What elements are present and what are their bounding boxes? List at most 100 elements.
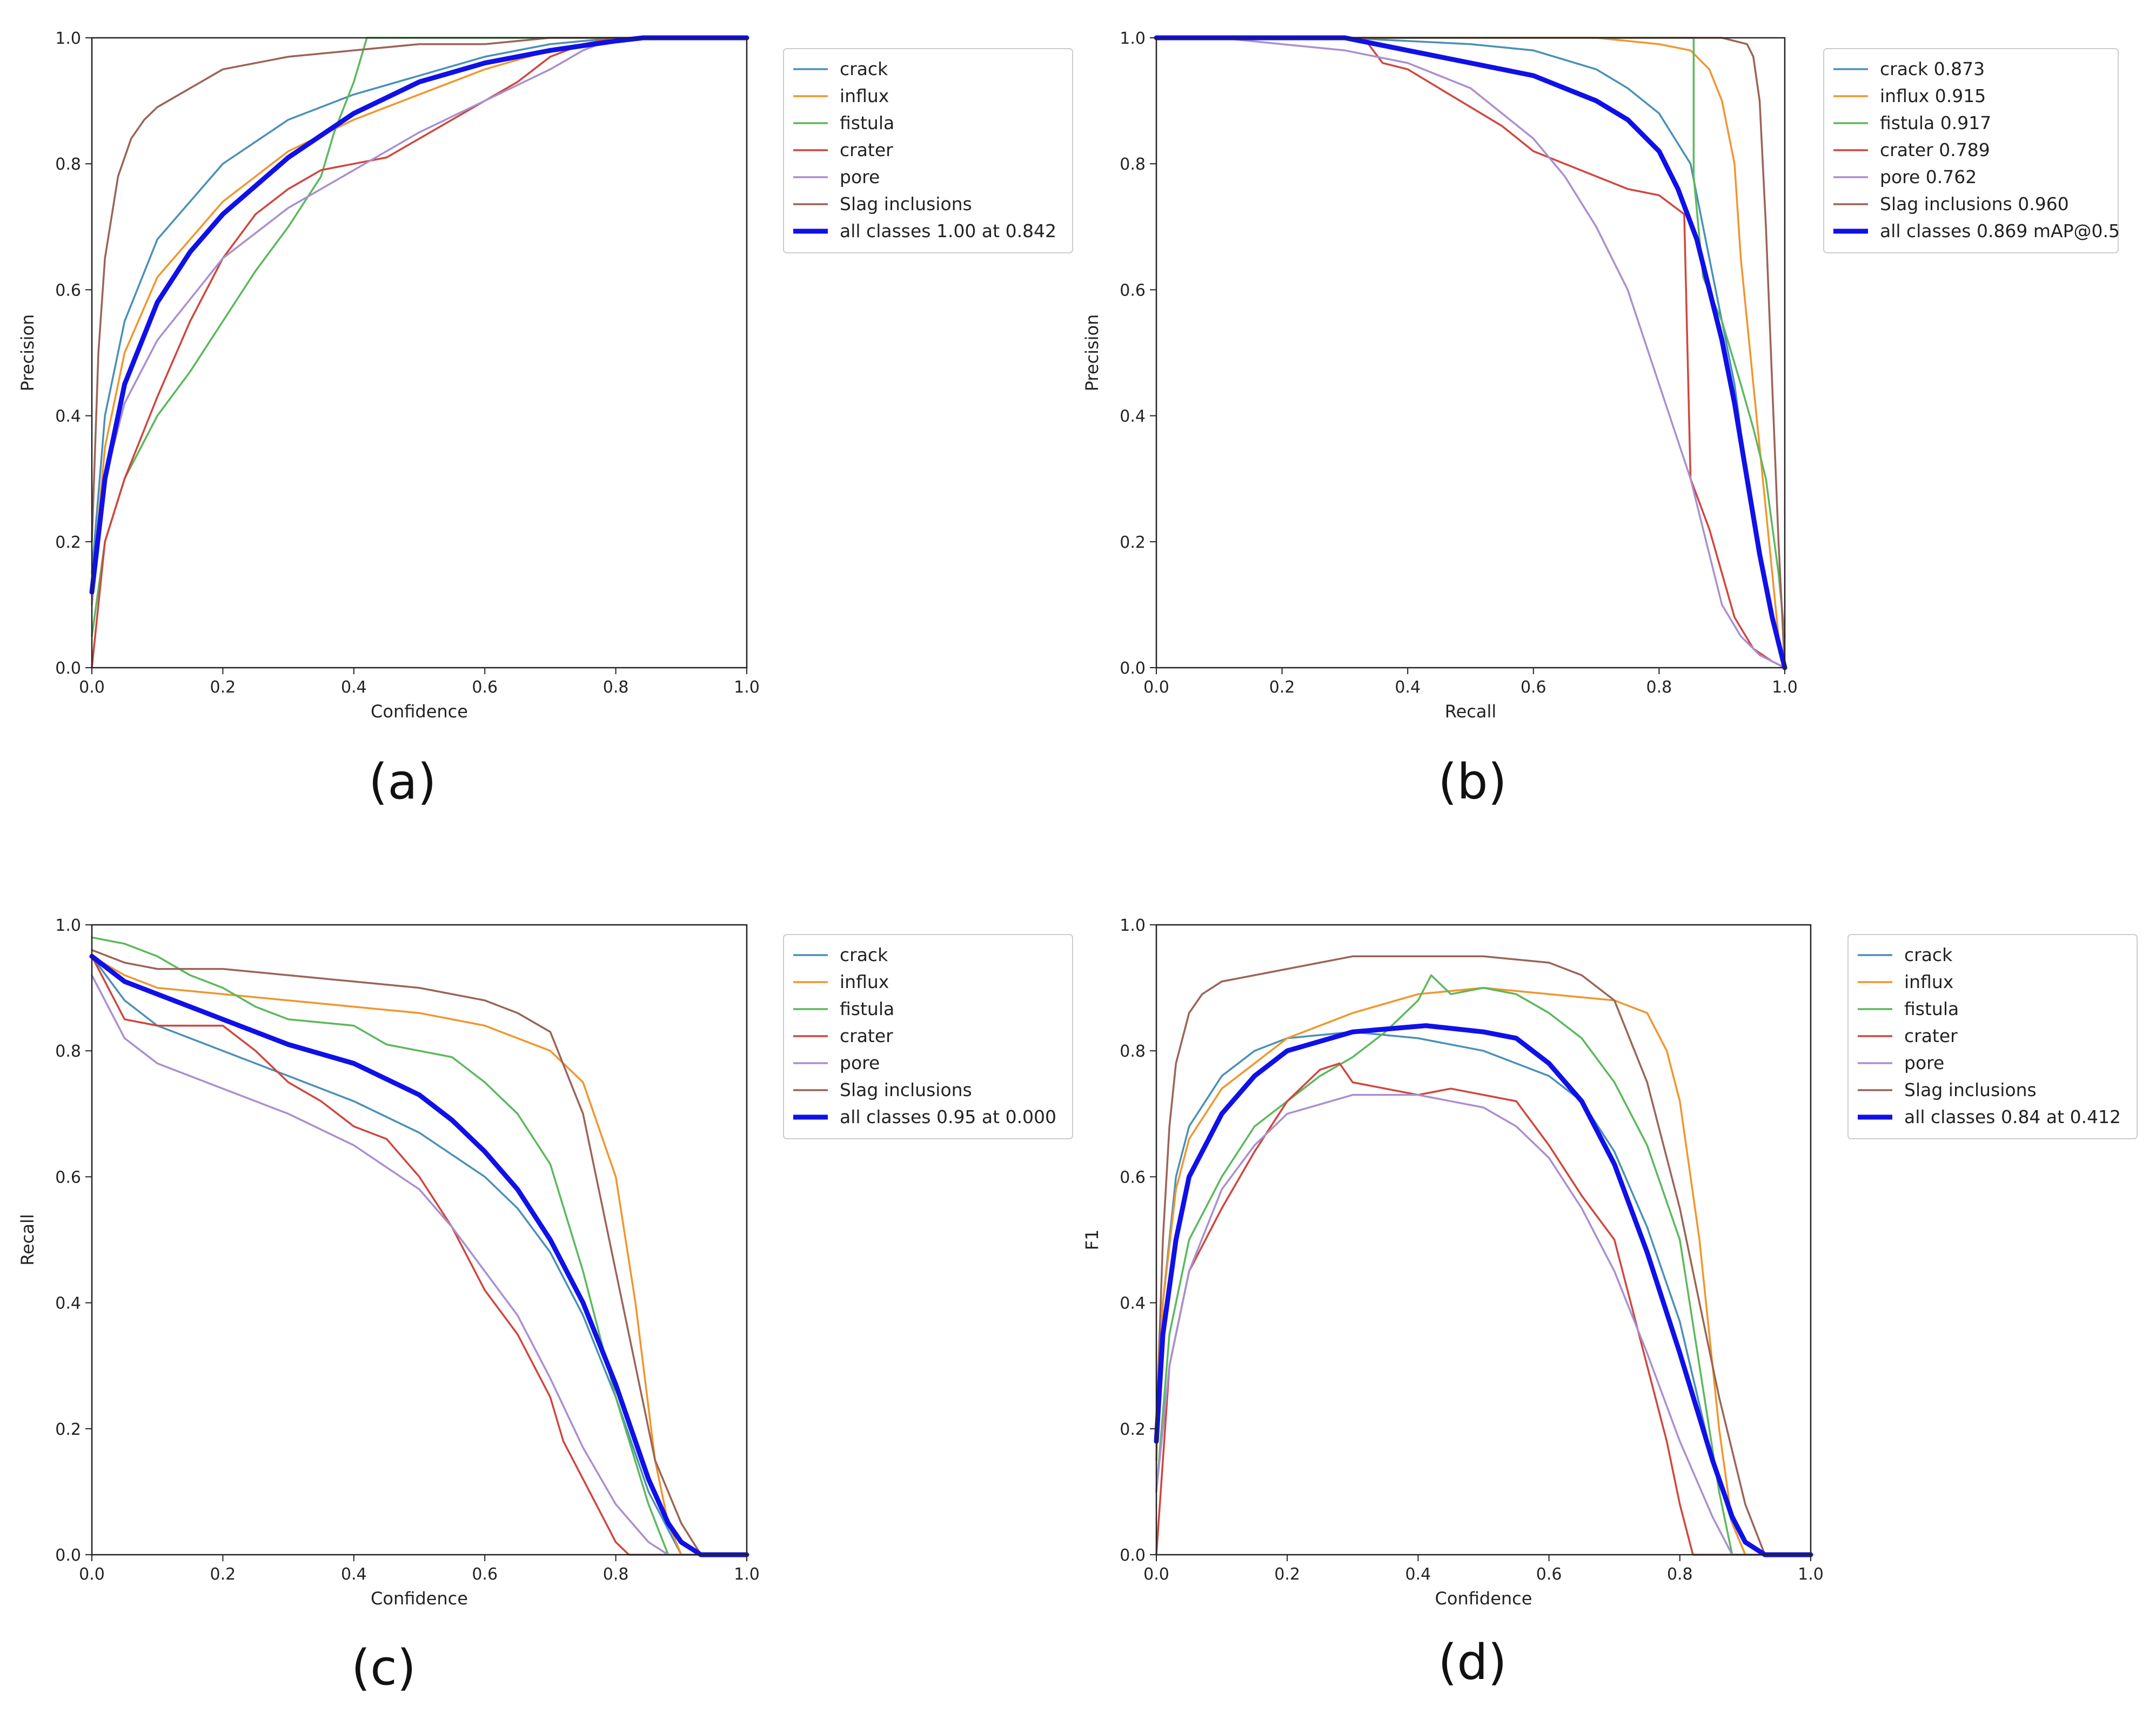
y-axis-title: Recall: [17, 1214, 38, 1265]
series-line-1-5: [91, 37, 748, 606]
legend-label: all classes 0.95 at 0.000: [840, 1106, 1056, 1127]
series-line-3-3: [91, 936, 748, 1556]
series-line-4-4: [1155, 1062, 1812, 1556]
legend-label: influx: [840, 971, 889, 992]
legend-label: fistula: [840, 112, 894, 133]
series-line-4-7: [1154, 1023, 1813, 1557]
x-tick-label: 0.6: [1521, 678, 1546, 697]
legend-label: crater: [1904, 1025, 1958, 1046]
y-tick-label: 1.0: [55, 29, 81, 48]
series-line-3-4: [91, 955, 748, 1556]
legend-label: crack 0.873: [1880, 58, 1985, 79]
series-line-3-5: [91, 974, 748, 1556]
series-line-3-7: [89, 953, 749, 1557]
y-tick-label: 0.8: [1120, 1042, 1146, 1061]
legend-label: fistula 0.917: [1880, 112, 1991, 133]
x-tick-label: 0.8: [1667, 1565, 1693, 1584]
legend-box: [783, 48, 1073, 253]
series-line-4-2: [1155, 986, 1812, 1556]
legend-label: crater 0.789: [1880, 139, 1990, 160]
x-tick-label: 0.8: [1646, 678, 1672, 697]
legend-label: crack: [840, 58, 888, 79]
series-line-1-3: [91, 37, 748, 637]
x-tick-label: 1.0: [734, 678, 760, 697]
plot-frame: [91, 924, 748, 1556]
legend-label: pore 0.762: [1880, 166, 1977, 187]
plot-frame: [1155, 924, 1812, 1556]
chart-panel-2: 0.0 0.2 0.4 0.6 0.8 1.0 0.0 0.2 0.4 0.6 0.8 1.0 Reca…: [1082, 29, 2120, 810]
x-tick-label: 0.6: [472, 678, 498, 697]
y-tick-label: 0.2: [55, 1420, 81, 1439]
y-tick-label: 0.6: [55, 281, 81, 300]
chart-panel-3: 0.0 0.2 0.4 0.6 0.8 1.0 0.0 0.2 0.4 0.6 0.8 1.0 Conf…: [17, 916, 1073, 1696]
legend-box: [1823, 48, 2119, 253]
x-tick-label: 0.2: [210, 678, 236, 697]
legend-label: crater: [840, 139, 893, 160]
x-tick-label: 0.4: [1405, 1565, 1431, 1584]
y-axis-title: Precision: [1082, 314, 1102, 392]
y-tick-label: 1.0: [1120, 916, 1146, 935]
legend-label: all classes 0.869 mAP@0.5: [1880, 220, 2120, 241]
x-tick-label: 1.0: [1772, 678, 1798, 697]
y-tick-label: 0.4: [1120, 407, 1146, 426]
y-tick-label: 0.4: [55, 1294, 81, 1313]
y-tick-label: 0.0: [1120, 659, 1146, 678]
series-line-1-6: [91, 37, 748, 543]
legend-label: crack: [840, 944, 888, 965]
x-tick-label: 0.0: [1143, 1565, 1169, 1584]
x-tick-label: 0.8: [603, 1565, 629, 1584]
y-axis-title: F1: [1082, 1230, 1102, 1251]
series-line-2-4: [1155, 37, 1786, 669]
series-line-1-4: [91, 37, 748, 669]
legend-label: all classes 0.84 at 0.412: [1904, 1106, 2121, 1127]
y-tick-label: 0.6: [1120, 1168, 1146, 1187]
x-axis-title: Confidence: [1435, 1588, 1532, 1609]
legend-label: fistula: [840, 998, 894, 1019]
y-tick-label: 0.4: [1120, 1294, 1146, 1313]
legend-label: influx 0.915: [1880, 85, 1986, 106]
legend-box: [783, 934, 1073, 1139]
x-tick-label: 1.0: [734, 1565, 760, 1584]
y-tick-label: 0.0: [1120, 1546, 1146, 1565]
y-tick-label: 0.2: [1120, 533, 1146, 552]
chart-panel-4: 0.0 0.2 0.4 0.6 0.8 1.0 0.0 0.2 0.4 0.6 0.8 1.0 Conf…: [1082, 916, 2138, 1691]
y-tick-label: 0.0: [55, 1546, 81, 1565]
panel-label: (b): [1438, 754, 1506, 810]
x-tick-label: 0.6: [1536, 1565, 1562, 1584]
y-tick-label: 0.6: [1120, 281, 1146, 300]
legend-label: influx: [1904, 971, 1953, 992]
panel-label: (d): [1438, 1634, 1506, 1691]
series-line-3-6: [91, 949, 748, 1556]
x-tick-label: 0.4: [1395, 678, 1421, 697]
x-tick-label: 0.2: [210, 1565, 236, 1584]
x-tick-label: 0.0: [79, 1565, 105, 1584]
legend-label: fistula: [1904, 998, 1959, 1019]
y-tick-label: 0.2: [55, 533, 81, 552]
panel-label: (c): [351, 1640, 416, 1696]
series-line-2-7: [1154, 35, 1787, 670]
legend-label: pore: [840, 166, 880, 187]
y-tick-label: 0.8: [55, 1042, 81, 1061]
legend-label: Slag inclusions 0.960: [1880, 193, 2069, 214]
y-tick-label: 0.6: [55, 1168, 81, 1187]
plot-frame: [1155, 37, 1786, 669]
legend-box: [1847, 934, 2138, 1139]
legend-label: all classes 1.00 at 0.842: [840, 220, 1056, 241]
x-tick-label: 0.6: [472, 1565, 498, 1584]
x-tick-label: 0.0: [1143, 678, 1169, 697]
x-axis-title: Confidence: [371, 1588, 468, 1609]
x-tick-label: 1.0: [1798, 1565, 1824, 1584]
series-line-3-1: [91, 955, 748, 1556]
legend-label: pore: [840, 1052, 880, 1073]
series-line-1-7: [89, 35, 749, 595]
y-tick-label: 0.4: [55, 407, 81, 426]
y-tick-label: 0.8: [55, 155, 81, 174]
panel-label: (a): [369, 754, 436, 810]
x-tick-label: 0.8: [603, 678, 629, 697]
y-axis-title: Precision: [17, 314, 38, 392]
series-line-3-2: [91, 955, 748, 1556]
x-tick-label: 0.0: [79, 678, 105, 697]
legend-label: crack: [1904, 944, 1953, 965]
